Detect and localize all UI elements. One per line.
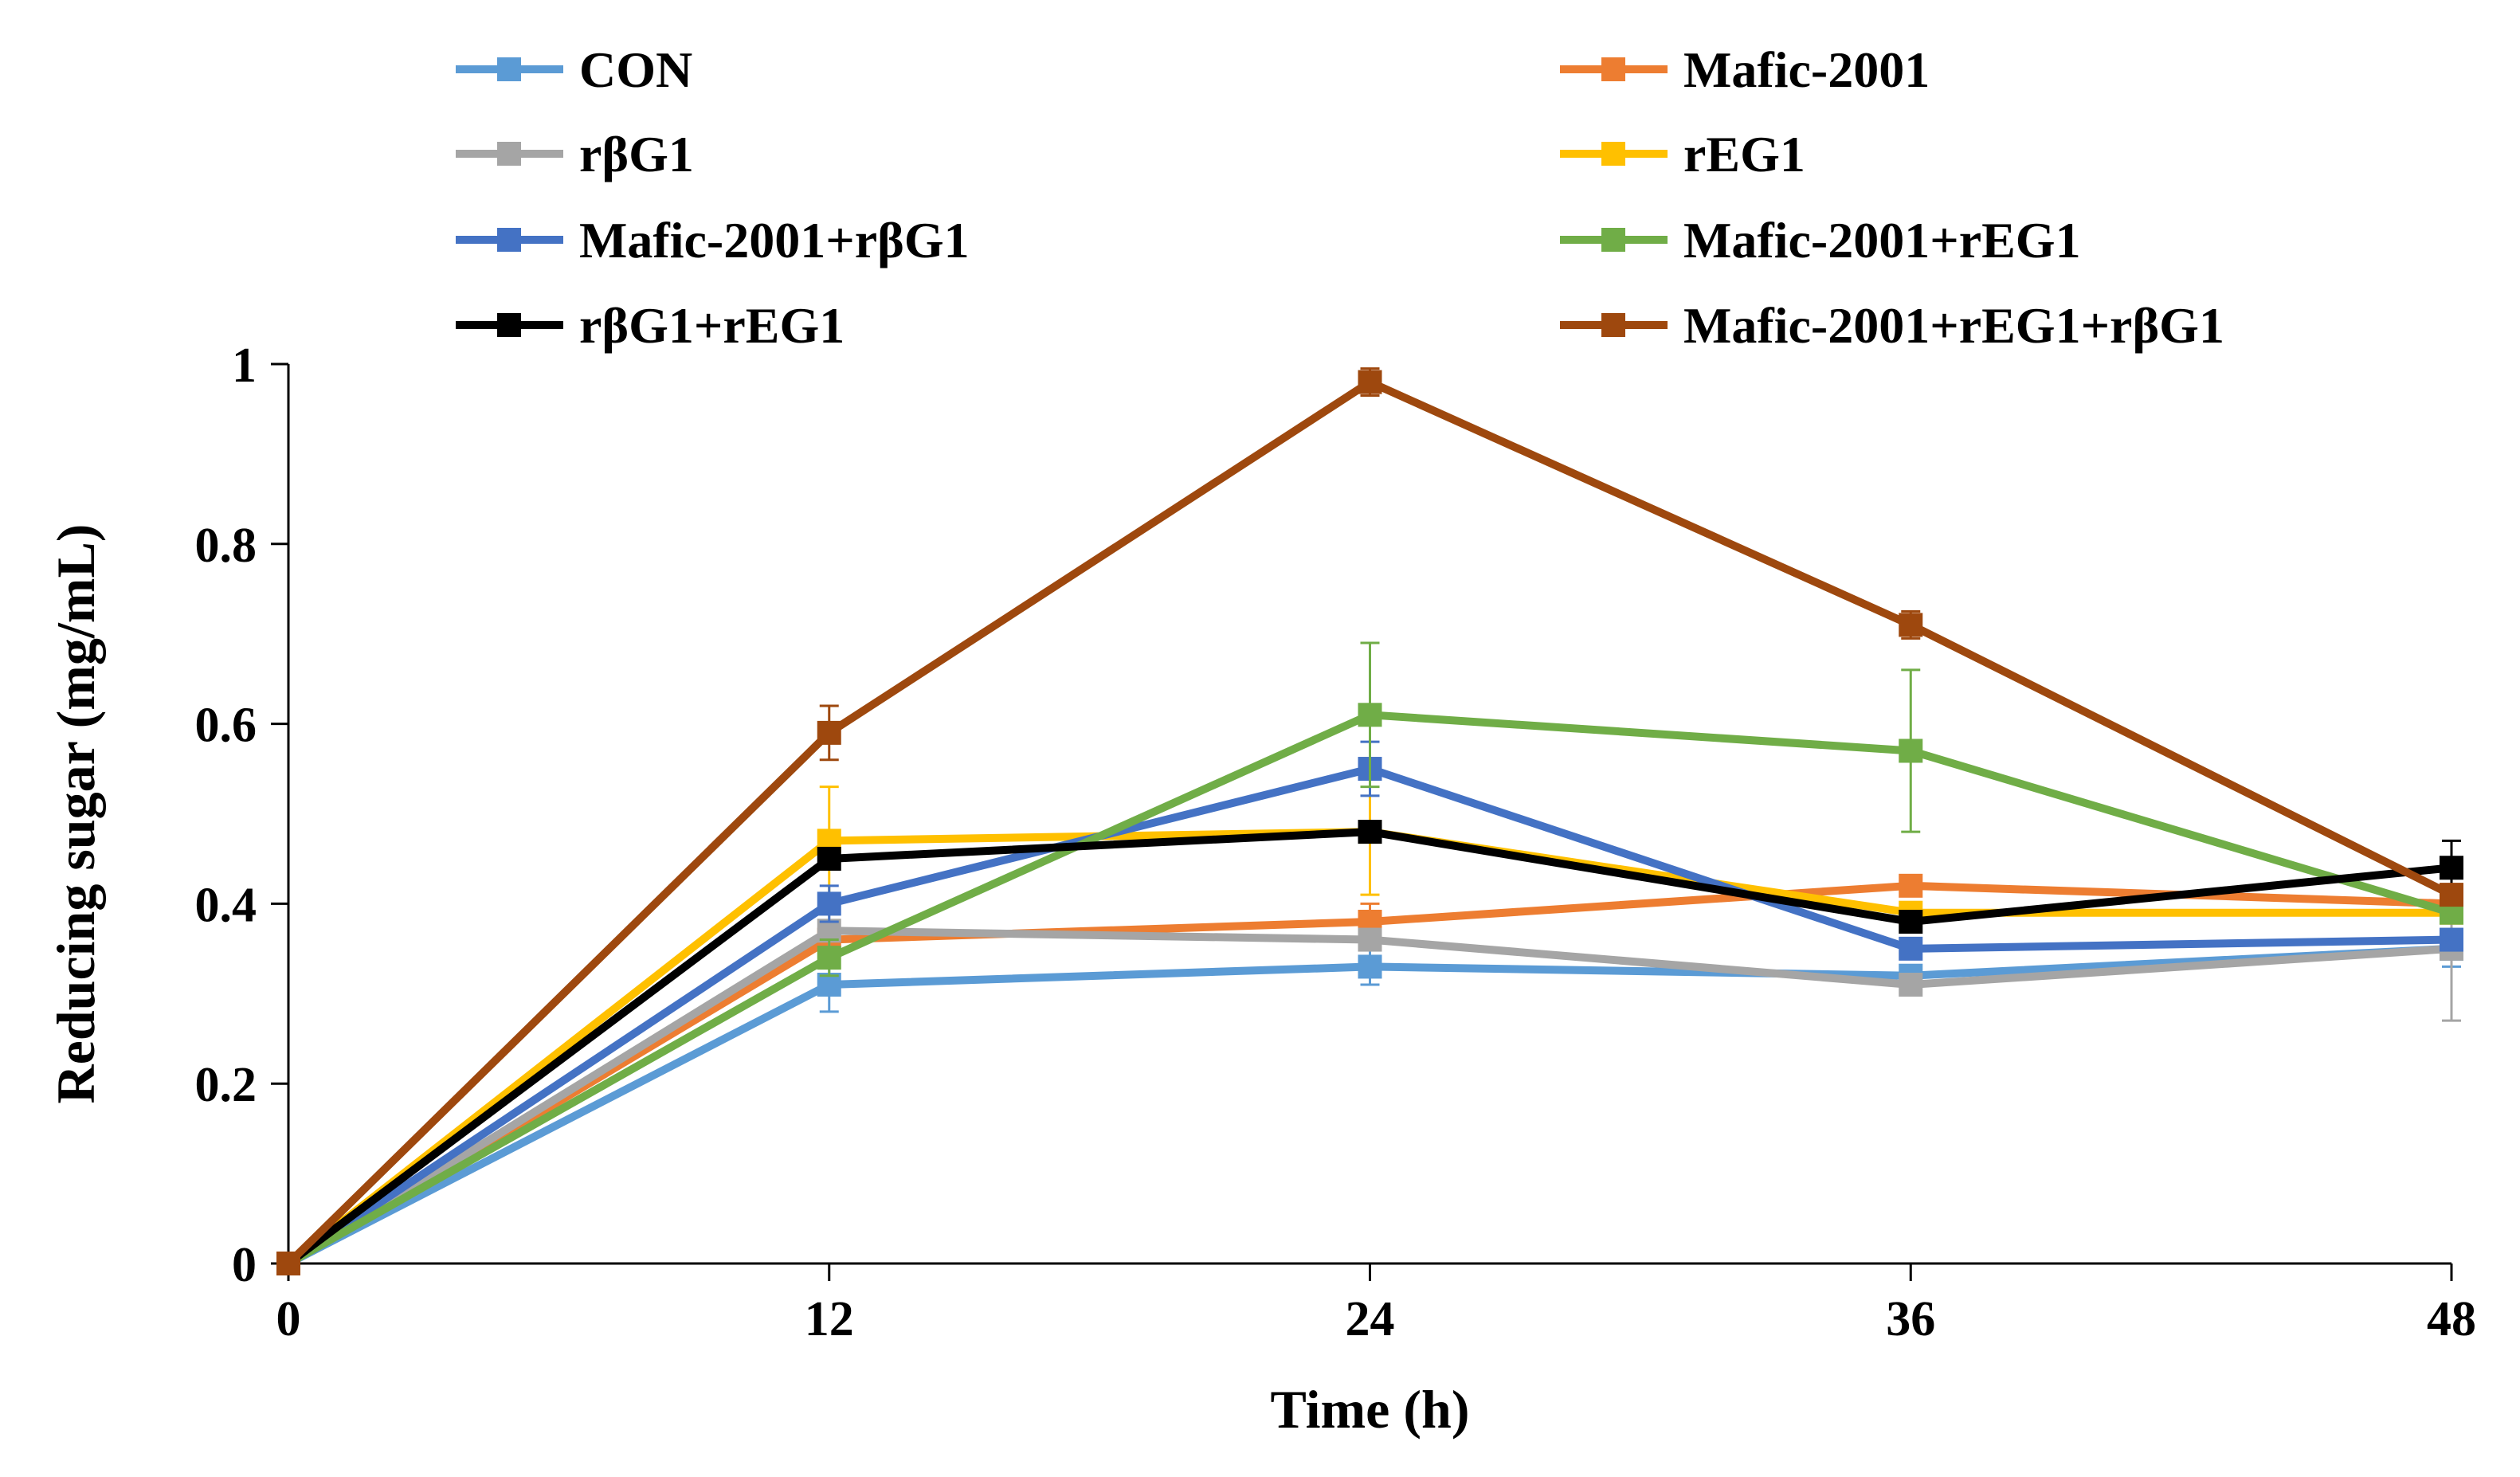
y-tick-label: 0.2 <box>195 1058 257 1112</box>
legend: CON Mafic-2001 rβG1 rEG1 Mafic-2001+rβG1 Mafi… <box>456 41 2224 354</box>
legend-item: Mafic-2001 <box>1560 41 1930 98</box>
data-point <box>1899 873 1923 898</box>
data-point <box>817 891 841 916</box>
series-5 <box>276 740 2463 1275</box>
data-point <box>1899 909 1923 934</box>
legend-swatch-marker <box>1601 142 1625 166</box>
data-point <box>2440 927 2463 952</box>
legend-item: rEG1 <box>1560 126 1805 182</box>
legend-swatch-marker <box>497 142 521 166</box>
legend-item: Mafic-2001+rEG1 <box>1560 212 2081 268</box>
legend-label: CON <box>579 41 692 98</box>
legend-label: Mafic-2001 <box>1683 41 1930 98</box>
legend-swatch-marker <box>1601 57 1625 81</box>
x-tick-label: 48 <box>2427 1292 2476 1346</box>
legend-label: Mafic-2001+rβG1 <box>579 212 970 268</box>
legend-item: Mafic-2001+rEG1+rβG1 <box>1560 297 2224 354</box>
series-layer <box>276 367 2463 1275</box>
data-point <box>1358 820 1382 844</box>
x-ticks: 0 12 24 36 48 <box>276 1263 2476 1346</box>
legend-item: rβG1 <box>456 126 694 182</box>
legend-label: rβG1+rEG1 <box>579 297 845 354</box>
data-point <box>817 946 841 970</box>
legend-swatch-marker <box>1601 228 1625 252</box>
legend-swatch-marker <box>497 228 521 252</box>
data-point <box>1358 927 1382 952</box>
y-tick-label: 0.4 <box>195 878 257 932</box>
series-1 <box>276 929 2463 1275</box>
y-tick-label: 1 <box>232 339 257 393</box>
legend-item: Mafic-2001+rβG1 <box>456 212 970 268</box>
axes: 0 0.2 0.4 0.6 0.8 1 0 12 24 36 48 <box>195 339 2477 1346</box>
data-point <box>1899 738 1923 763</box>
series-7 <box>276 820 2463 1275</box>
x-tick-label: 12 <box>805 1292 854 1346</box>
y-tick-label: 0.8 <box>195 519 257 573</box>
data-point <box>1358 703 1382 727</box>
legend-label: Mafic-2001+rEG1 <box>1683 212 2081 268</box>
x-tick-label: 24 <box>1346 1292 1395 1346</box>
y-tick-label: 0 <box>232 1238 257 1292</box>
data-point <box>817 720 841 745</box>
data-point <box>1358 954 1382 979</box>
y-tick-label: 0.6 <box>195 699 257 753</box>
data-point <box>1899 973 1923 997</box>
legend-label: Mafic-2001+rEG1+rβG1 <box>1683 297 2224 354</box>
legend-label: rβG1 <box>579 126 694 182</box>
y-axis-title: Reducing sugar (mg/mL) <box>45 524 106 1104</box>
data-point <box>1358 370 1382 394</box>
legend-label: rEG1 <box>1683 126 1805 182</box>
series-line <box>286 944 2452 1267</box>
series-8 <box>276 367 2463 1275</box>
data-point <box>1899 936 1923 961</box>
data-point <box>817 846 841 871</box>
legend-swatch-marker <box>1601 313 1625 337</box>
legend-item: CON <box>456 41 692 98</box>
legend-swatch-marker <box>497 57 521 81</box>
y-ticks: 0 0.2 0.4 0.6 0.8 1 <box>195 339 288 1292</box>
x-axis-title: Time (h) <box>1271 1379 1470 1440</box>
data-point <box>1899 613 1923 637</box>
data-point <box>276 1252 300 1275</box>
data-point <box>2440 883 2463 907</box>
legend-swatch-marker <box>497 313 521 337</box>
x-tick-label: 36 <box>1886 1292 1935 1346</box>
x-tick-label: 0 <box>276 1292 301 1346</box>
legend-item: rβG1+rEG1 <box>456 297 845 354</box>
data-point <box>2440 856 2463 880</box>
